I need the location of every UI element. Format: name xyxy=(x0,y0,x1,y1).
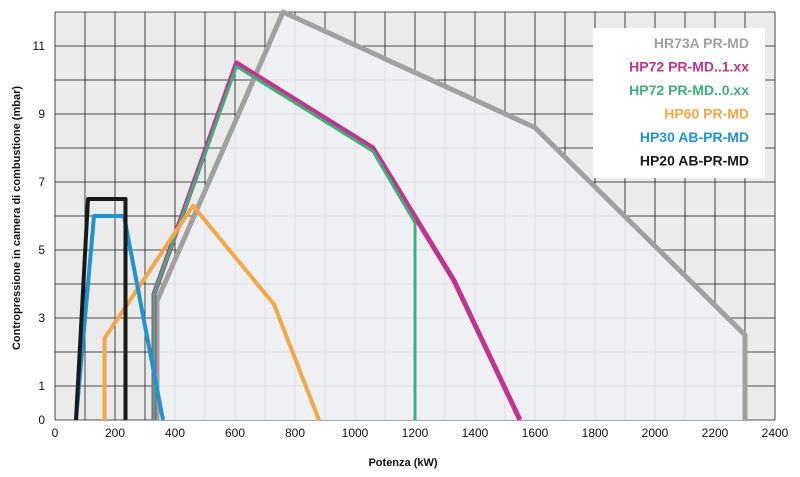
envelope-fill xyxy=(157,12,745,420)
legend-entry-4: HP30 AB-PR-MD xyxy=(640,129,749,145)
y-tick-label: 9 xyxy=(38,107,45,121)
legend-entry-5: HP20 AB-PR-MD xyxy=(640,153,749,169)
legend-entry-0: HR73A PR-MD xyxy=(654,35,749,51)
x-tick-label: 1600 xyxy=(522,426,549,440)
x-tick-label: 2200 xyxy=(702,426,729,440)
x-tick-label: 2000 xyxy=(642,426,669,440)
legend-entry-3: HP60 PR-MD xyxy=(664,106,749,122)
x-tick-label: 0 xyxy=(52,426,59,440)
legend-entry-2: HP72 PR-MD..0.xx xyxy=(629,82,749,98)
x-tick-label: 600 xyxy=(225,426,245,440)
x-tick-label: 1800 xyxy=(582,426,609,440)
y-tick-label: 11 xyxy=(33,39,46,53)
series-line-0 xyxy=(154,9,748,420)
x-tick-label: 1000 xyxy=(342,426,369,440)
legend-box xyxy=(593,28,765,178)
x-tick-label: 1200 xyxy=(402,426,429,440)
legend-entry-1: HP72 PR-MD..1.xx xyxy=(629,59,749,75)
series-line-4 xyxy=(74,214,165,421)
y-tick-label: 1 xyxy=(38,379,45,393)
x-tick-label: 200 xyxy=(105,426,125,440)
y-tick-label: 0 xyxy=(38,413,45,427)
x-tick-label: 400 xyxy=(165,426,185,440)
y-tick-label: 7 xyxy=(38,175,45,189)
x-tick-label: 1400 xyxy=(462,426,489,440)
y-axis-label: Contropressione in camera di combustione… xyxy=(11,86,23,350)
y-tick-label: 3 xyxy=(38,311,45,325)
x-tick-label: 2400 xyxy=(762,426,789,440)
x-axis-label: Potenza (kW) xyxy=(368,457,437,469)
series-line-2 xyxy=(152,64,417,420)
y-tick-label: 5 xyxy=(38,243,45,257)
series-line-3 xyxy=(102,203,321,421)
series-line-5 xyxy=(74,197,128,421)
x-tick-label: 800 xyxy=(285,426,305,440)
